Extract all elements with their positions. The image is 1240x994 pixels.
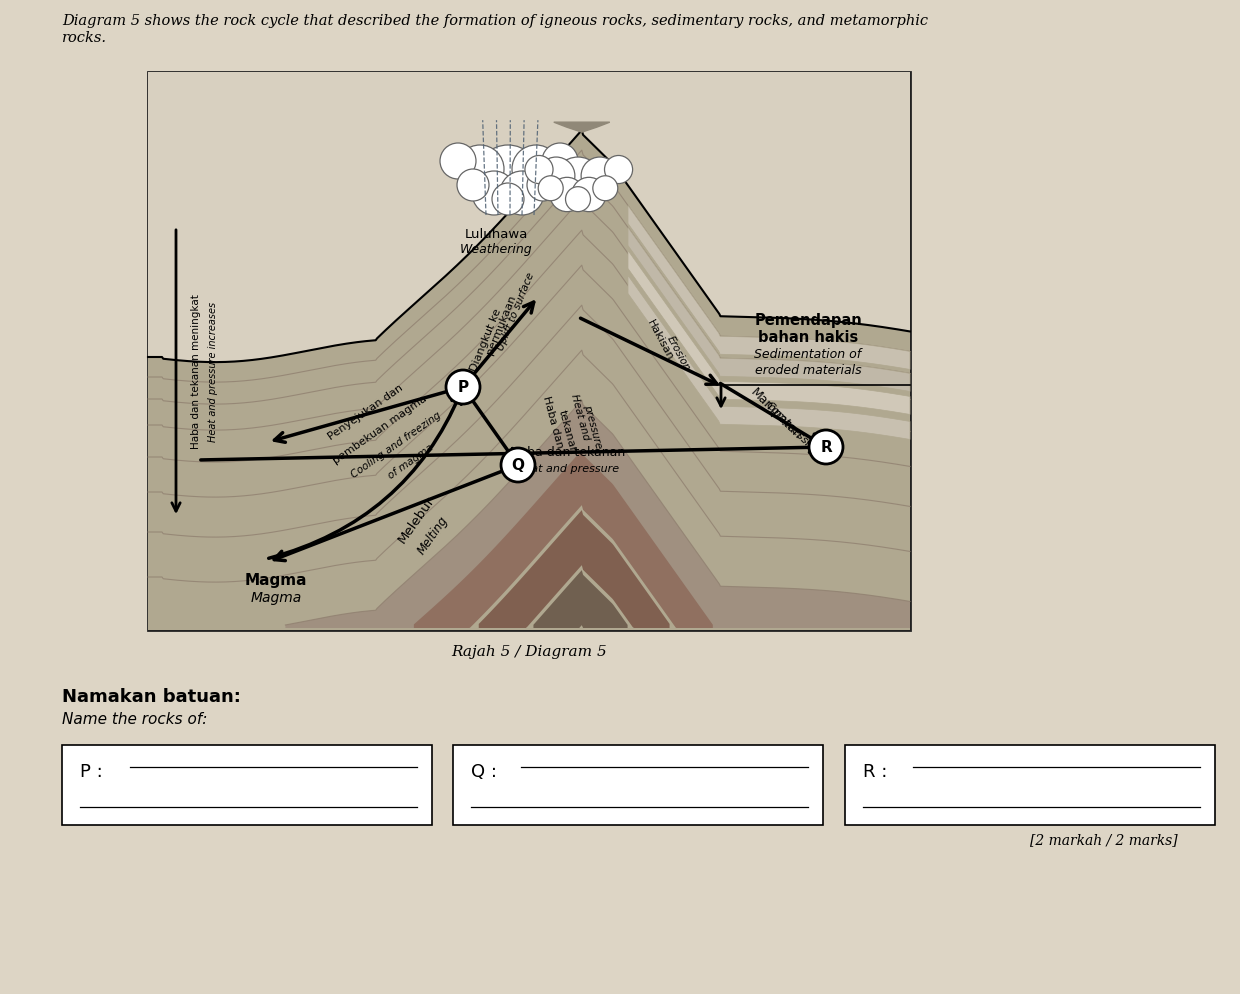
Bar — [453, 745, 823, 825]
Text: Rajah 5 / Diagram 5: Rajah 5 / Diagram 5 — [451, 645, 606, 659]
Polygon shape — [285, 401, 910, 628]
Text: Magma: Magma — [250, 591, 301, 605]
Text: rocks.: rocks. — [62, 31, 107, 45]
Text: Name the rocks of:: Name the rocks of: — [62, 712, 207, 727]
Circle shape — [512, 145, 560, 193]
Bar — [62, 745, 432, 825]
Text: R :: R : — [863, 763, 888, 781]
Text: Haba dan: Haba dan — [541, 395, 564, 449]
Circle shape — [525, 155, 553, 184]
Text: Heat and pressure increases: Heat and pressure increases — [208, 302, 218, 442]
Circle shape — [472, 171, 516, 215]
Polygon shape — [148, 130, 910, 630]
Circle shape — [492, 183, 525, 215]
Text: Penyejukan dan: Penyejukan dan — [326, 383, 405, 441]
Circle shape — [808, 430, 843, 464]
Text: Weathering: Weathering — [460, 244, 532, 256]
Text: eroded materials: eroded materials — [755, 364, 862, 377]
Text: Melting: Melting — [415, 514, 451, 557]
Bar — [844, 745, 1215, 825]
Text: Heat and pressure: Heat and pressure — [516, 464, 620, 474]
Circle shape — [440, 143, 476, 179]
Polygon shape — [627, 206, 910, 370]
Polygon shape — [627, 228, 910, 392]
Circle shape — [565, 187, 590, 212]
Text: P: P — [458, 380, 469, 395]
Polygon shape — [148, 72, 910, 362]
Circle shape — [538, 176, 563, 201]
Polygon shape — [627, 275, 910, 439]
Text: Compression: Compression — [764, 400, 822, 458]
Text: Erosion: Erosion — [665, 335, 692, 374]
Circle shape — [446, 370, 480, 404]
Text: Magma: Magma — [244, 573, 308, 587]
Text: Haba dan tekanan meningkat: Haba dan tekanan meningkat — [191, 294, 201, 449]
Text: Diangkut ke: Diangkut ke — [469, 307, 503, 373]
Text: permukaan: permukaan — [485, 294, 517, 356]
Text: R: R — [820, 439, 832, 454]
Text: pembekuan magma: pembekuan magma — [331, 394, 429, 466]
Polygon shape — [414, 450, 713, 628]
Polygon shape — [479, 510, 670, 628]
Circle shape — [593, 176, 618, 201]
Polygon shape — [554, 122, 610, 132]
Circle shape — [582, 157, 619, 195]
Circle shape — [476, 145, 539, 209]
Circle shape — [500, 171, 544, 215]
Text: Sedimentation of: Sedimentation of — [754, 349, 862, 362]
Text: tekanan: tekanan — [557, 409, 579, 455]
Text: Hakisan: Hakisan — [645, 318, 675, 362]
Text: Q: Q — [511, 457, 525, 472]
Circle shape — [527, 169, 559, 201]
Polygon shape — [627, 250, 910, 414]
Text: Namakan batuan:: Namakan batuan: — [62, 688, 241, 706]
Circle shape — [456, 145, 503, 193]
Text: Q :: Q : — [471, 763, 497, 781]
Text: Diagram 5 shows the rock cycle that described the formation of igneous rocks, se: Diagram 5 shows the rock cycle that desc… — [62, 14, 928, 28]
Circle shape — [572, 177, 606, 212]
Text: Uplift to surface: Uplift to surface — [496, 271, 536, 353]
Text: Mampatan: Mampatan — [748, 386, 805, 442]
Text: [2 markah / 2 marks]: [2 markah / 2 marks] — [1030, 833, 1178, 847]
Circle shape — [542, 143, 578, 179]
Text: bahan hakis: bahan hakis — [758, 329, 858, 345]
Text: Heat and: Heat and — [569, 393, 591, 441]
Text: of magma: of magma — [387, 442, 435, 481]
Text: Pemendapan: Pemendapan — [754, 312, 862, 327]
Circle shape — [549, 177, 584, 212]
Text: P :: P : — [81, 763, 103, 781]
Circle shape — [605, 155, 632, 184]
Polygon shape — [533, 571, 627, 628]
Circle shape — [553, 157, 603, 207]
Text: Luluhawa: Luluhawa — [464, 228, 528, 241]
Circle shape — [537, 157, 575, 195]
Text: pressure: pressure — [583, 404, 604, 450]
Bar — [148, 72, 910, 630]
Circle shape — [501, 448, 534, 482]
Text: Melebur: Melebur — [396, 494, 436, 546]
Text: Cooling and freezing: Cooling and freezing — [350, 411, 443, 480]
Circle shape — [458, 169, 489, 201]
Text: Haba dan tekanan: Haba dan tekanan — [511, 445, 626, 458]
